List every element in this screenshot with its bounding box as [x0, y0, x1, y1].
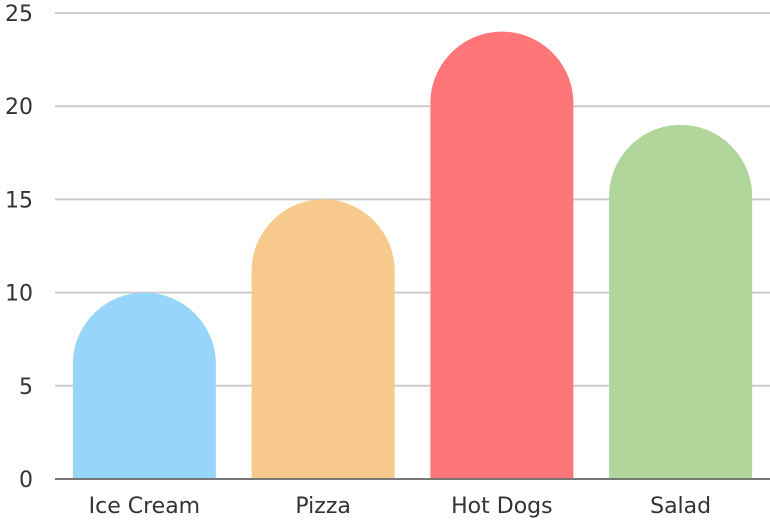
- x-category-label: Ice Cream: [89, 494, 200, 519]
- y-tick-label: 5: [19, 375, 33, 400]
- bar-ice-cream: [72, 292, 216, 479]
- x-axis-category-labels: Ice Cream Pizza Hot Dogs Salad: [89, 494, 712, 519]
- x-category-label: Hot Dogs: [451, 494, 552, 519]
- bars: [72, 31, 753, 479]
- x-category-label: Pizza: [295, 494, 350, 519]
- y-axis-tick-labels: 0 5 10 15 20 25: [5, 2, 33, 493]
- x-category-label: Salad: [650, 494, 711, 519]
- bar-pizza: [251, 199, 395, 479]
- y-tick-label: 15: [5, 188, 33, 213]
- bar-salad: [609, 124, 753, 479]
- bar-hot-dogs: [430, 31, 574, 479]
- y-tick-label: 25: [5, 2, 33, 27]
- y-tick-label: 10: [5, 282, 33, 307]
- y-tick-label: 0: [19, 468, 33, 493]
- y-tick-label: 20: [5, 95, 33, 120]
